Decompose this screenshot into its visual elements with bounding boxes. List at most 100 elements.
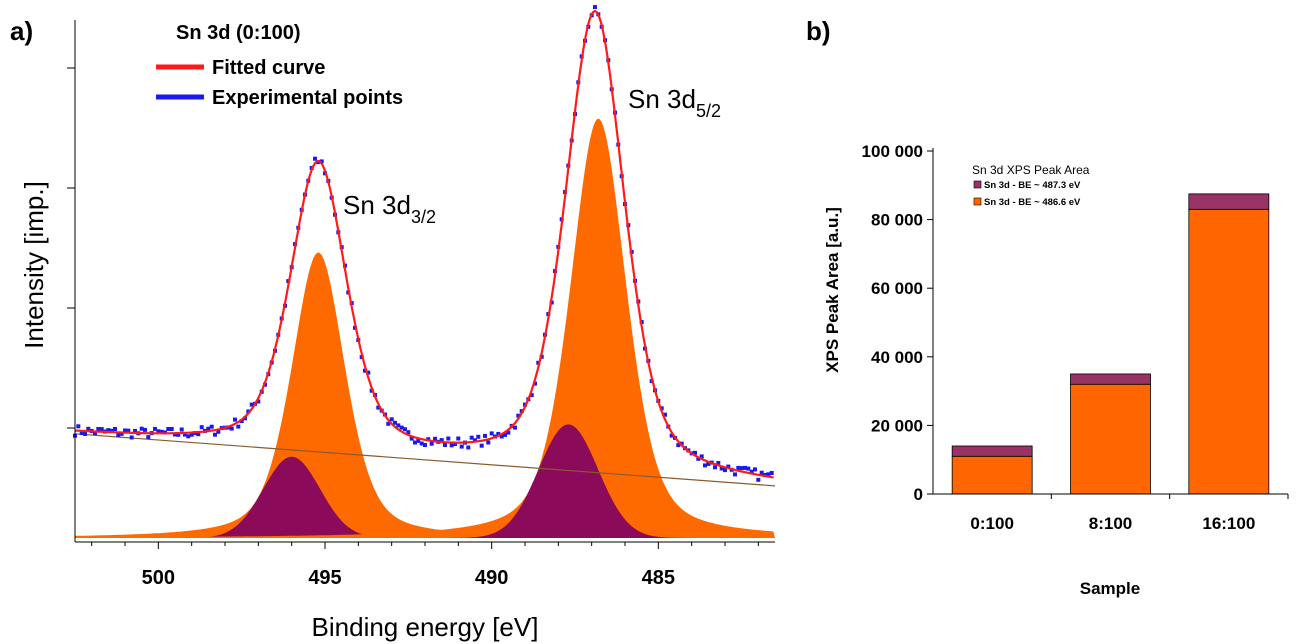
a-experimental-point — [106, 428, 111, 433]
a-legend-fitted-label: Fitted curve — [212, 57, 325, 79]
a-experimental-point — [146, 435, 151, 440]
b-bar-top-0 — [951, 445, 1033, 457]
a-experimental-point — [759, 470, 764, 475]
a-peak-label-3d32: Sn 3d3/2 — [343, 190, 436, 227]
a-peak-label-3d52: Sn 3d5/2 — [628, 84, 721, 121]
a-experimental-point — [496, 431, 501, 436]
a-background-line — [74, 433, 776, 487]
a-experimental-point — [419, 441, 424, 446]
a-experimental-point — [719, 466, 724, 471]
a-experimental-point — [126, 428, 131, 433]
a-experimental-point — [473, 438, 477, 443]
a-x-tick-label: 500 — [142, 567, 175, 589]
b-y-tick-label: 60 000 — [871, 279, 923, 298]
a-experimental-point — [366, 370, 371, 375]
a-experimental-point — [403, 427, 407, 432]
a-experimental-point — [319, 159, 324, 164]
a-experimental-point — [743, 465, 747, 470]
a-experimental-point — [176, 432, 181, 437]
b-legend-label-bottom: Sn 3d - BE ~ 486.6 eV — [984, 197, 1081, 208]
panel-b-label: b) — [806, 16, 831, 46]
a-experimental-point — [239, 419, 244, 423]
a-experimental-point — [746, 466, 751, 471]
a-experimental-point — [159, 429, 164, 434]
b-bar-bottom-1 — [1070, 383, 1151, 495]
a-x-tick-label: 490 — [475, 567, 508, 589]
a-experimental-point — [693, 450, 697, 455]
a-experimental-point — [736, 465, 741, 470]
a-experimental-point — [216, 429, 221, 434]
a-experimental-point — [533, 381, 537, 386]
a-x-tick-label: 485 — [642, 567, 675, 589]
a-experimental-point — [726, 464, 731, 469]
a-experimental-point — [443, 443, 447, 447]
b-bars — [951, 193, 1270, 495]
b-y-tick-label: 0 — [914, 485, 923, 504]
a-experimental-point — [696, 456, 701, 461]
b-y-tick-label: 100 000 — [862, 142, 923, 161]
a-experimental-points — [73, 5, 774, 482]
panel-a-xps-spectrum: a) 500 495 490 485 Binding energy [eV] Inte… — [10, 5, 776, 642]
a-experimental-point — [439, 438, 444, 443]
a-experimental-point — [86, 426, 91, 431]
a-experimental-point — [209, 424, 214, 429]
b-bar-bottom-2 — [1188, 208, 1270, 495]
a-experimental-point — [499, 434, 504, 439]
a-experimental-point — [113, 427, 117, 431]
a-experimental-point — [479, 443, 484, 448]
a-experimental-point — [459, 444, 464, 449]
a-experimental-point — [233, 417, 237, 422]
a-background-line-path — [74, 433, 776, 487]
a-experimental-point — [713, 465, 717, 470]
a-experimental-point — [166, 427, 171, 431]
a-experimental-point — [749, 469, 754, 474]
a-experimental-point — [96, 427, 101, 431]
a-experimental-point — [173, 432, 177, 437]
a-experimental-point — [699, 454, 704, 459]
a-experimental-point — [153, 426, 157, 431]
a-experimental-point — [456, 436, 461, 441]
a-experimental-point — [386, 421, 391, 426]
a-experimental-point — [516, 413, 521, 418]
a-y-axis-title: Intensity [imp.] — [19, 181, 49, 349]
b-x-ticks: 0:100 8:100 16:100 — [970, 494, 1289, 533]
panel-a-label: a) — [10, 16, 33, 46]
a-experimental-point — [753, 467, 757, 472]
a-experimental-point — [426, 437, 431, 442]
a-experimental-point — [409, 436, 414, 441]
a-experimental-point — [143, 427, 147, 432]
a-experimental-point — [396, 423, 401, 428]
a-legend-title: Sn 3d (0:100) — [176, 22, 300, 44]
b-bar-top-1 — [1070, 373, 1151, 385]
a-experimental-point — [213, 432, 217, 437]
a-experimental-point — [756, 477, 761, 482]
b-bar-top-2 — [1188, 193, 1270, 210]
b-legend-title: Sn 3d XPS Peak Area — [972, 163, 1090, 177]
a-experimental-point — [399, 425, 404, 430]
a-experimental-point — [119, 431, 124, 436]
a-experimental-point — [453, 442, 457, 446]
a-experimental-point — [243, 416, 247, 421]
a-experimental-point — [116, 433, 121, 438]
b-y-tick-label: 40 000 — [871, 348, 923, 367]
a-experimental-point — [413, 440, 417, 445]
a-experimental-point — [416, 438, 421, 443]
b-bar-bottom-0 — [951, 455, 1033, 495]
a-components — [75, 118, 775, 538]
a-experimental-point — [79, 431, 84, 435]
a-experimental-point — [406, 430, 411, 435]
a-x-ticks: 500 495 490 485 — [91, 542, 759, 589]
a-x-axis-title: Binding energy [eV] — [312, 612, 539, 642]
a-component-minor-3 — [75, 424, 775, 538]
a-experimental-point — [769, 471, 774, 475]
a-experimental-point — [156, 429, 161, 434]
a-experimental-point — [529, 393, 534, 398]
b-legend-label-top: Sn 3d - BE ~ 487.3 eV — [984, 180, 1081, 191]
a-experimental-point — [186, 434, 191, 439]
a-experimental-point — [679, 441, 684, 446]
a-component-main-2 — [75, 118, 775, 538]
a-experimental-point — [669, 433, 674, 438]
a-experimental-point — [139, 426, 144, 431]
a-experimental-point — [199, 425, 204, 430]
